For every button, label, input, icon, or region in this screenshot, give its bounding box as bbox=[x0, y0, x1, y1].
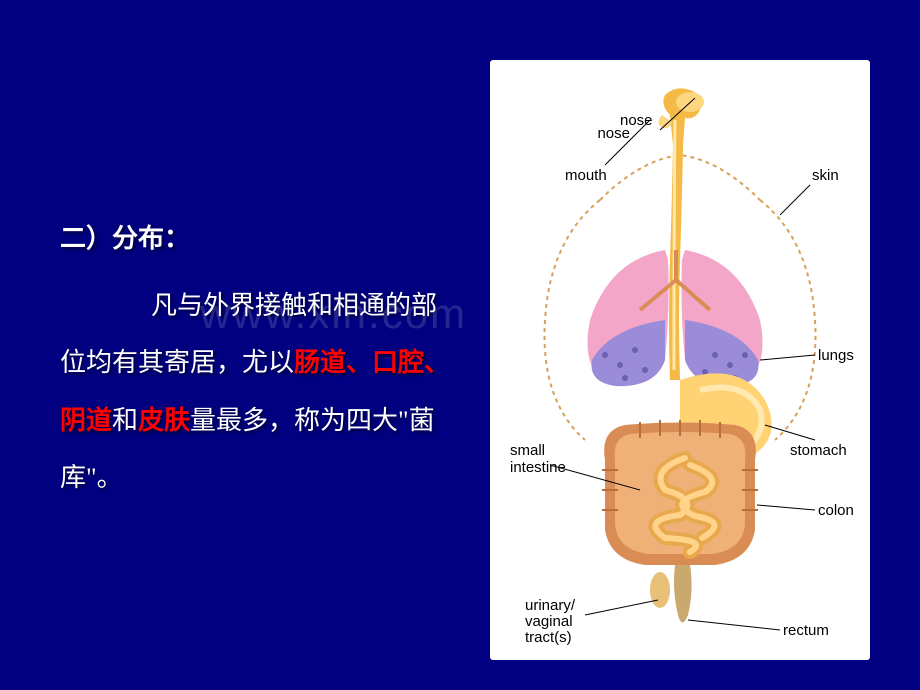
section-heading: 二）分布： bbox=[60, 210, 460, 267]
anatomy-diagram: mouth nose skin lungs stomach colon smal… bbox=[490, 60, 870, 660]
esophagus-highlight bbox=[674, 120, 675, 370]
label-urinary-1: urinary/ bbox=[525, 597, 576, 614]
label-small-intestine-1: small bbox=[510, 442, 545, 459]
anatomy-svg: mouth nose skin lungs stomach colon smal… bbox=[490, 60, 870, 660]
text-block: 二）分布： 凡与外界接触和相通的部位均有其寄居，尤以肠道、口腔、阴道和皮肤量最多… bbox=[60, 210, 460, 506]
label-mouth: mouth bbox=[565, 167, 607, 184]
urinary-shape bbox=[650, 572, 670, 608]
label-urinary-2: vaginal bbox=[525, 613, 573, 630]
label-rectum: rectum bbox=[783, 622, 829, 639]
label-colon: colon bbox=[818, 502, 854, 519]
label-stomach: stomach bbox=[790, 442, 847, 459]
label-lungs: lungs bbox=[818, 347, 854, 364]
para-text-2: 和 bbox=[112, 406, 138, 435]
label-nose-real: nose bbox=[620, 112, 653, 129]
label-urinary-3: tract(s) bbox=[525, 629, 572, 646]
label-small-intestine-2: intestine bbox=[510, 459, 566, 476]
rectum bbox=[674, 565, 692, 623]
section-paragraph: 凡与外界接触和相通的部位均有其寄居，尤以肠道、口腔、阴道和皮肤量最多，称为四大"… bbox=[60, 277, 460, 506]
label-skin: skin bbox=[812, 167, 839, 184]
mouth-shape bbox=[659, 115, 673, 128]
para-red-2: 皮肤 bbox=[138, 406, 190, 435]
